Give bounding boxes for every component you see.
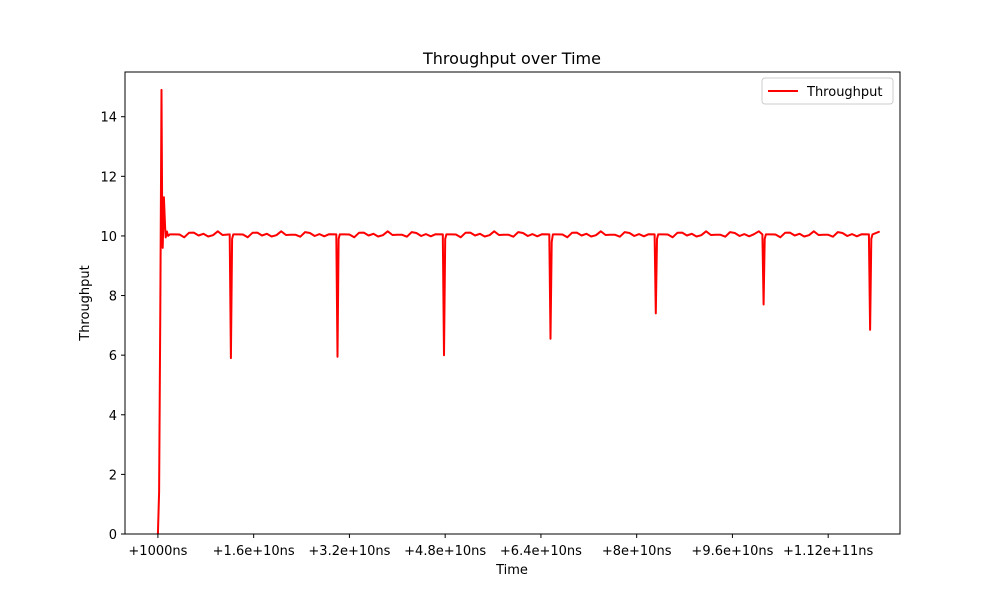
x-axis-label: Time — [495, 563, 528, 578]
y-tick-label: 12 — [100, 170, 117, 185]
y-tick-label: 6 — [109, 349, 117, 364]
x-tick-label: +3.2e+10ns — [308, 544, 390, 559]
plot-frame — [124, 71, 901, 535]
y-tick-label: 4 — [109, 409, 117, 424]
y-tick-label: 8 — [109, 290, 117, 305]
legend: Throughput — [761, 77, 894, 105]
y-tick-label: 2 — [109, 468, 117, 483]
y-axis-label: Throughput — [78, 265, 93, 342]
x-tick-label: +8e+10ns — [602, 544, 672, 559]
x-tick-label: +1.12e+11ns — [783, 544, 874, 559]
x-tick-label: +1.6e+10ns — [213, 544, 295, 559]
throughput-series-line — [156, 88, 881, 535]
y-tick-label: 10 — [100, 230, 117, 245]
legend-label-throughput: Throughput — [806, 85, 883, 100]
x-tick-label: +1000ns — [128, 544, 187, 559]
x-tick-label: +6.4e+10ns — [500, 544, 582, 559]
chart-title: Throughput over Time — [422, 49, 601, 68]
y-tick-label: 0 — [109, 528, 117, 543]
y-axis: 0 2 4 6 8 10 12 14 — [100, 111, 125, 543]
x-tick-label: +4.8e+10ns — [404, 544, 486, 559]
y-tick-label: 14 — [100, 111, 117, 126]
x-axis: +1000ns +1.6e+10ns +3.2e+10ns +4.8e+10ns +6.… — [128, 534, 874, 559]
x-tick-label: +9.6e+10ns — [691, 544, 773, 559]
legend-box — [761, 77, 894, 105]
